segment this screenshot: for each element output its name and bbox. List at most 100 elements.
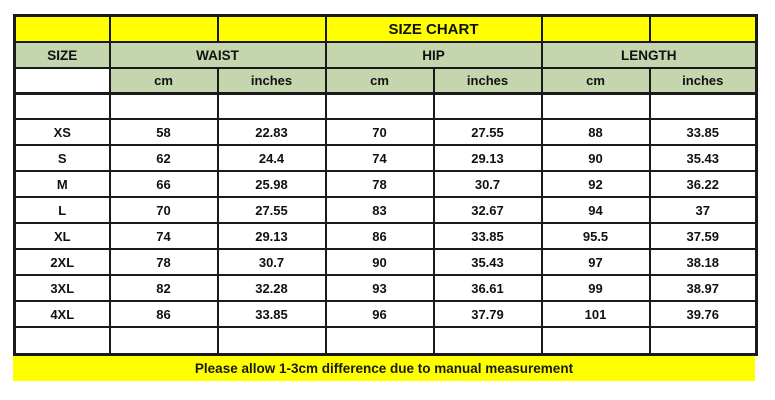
page-title: SIZE CHART [324, 14, 543, 43]
hip-inches-cell: 29.13 [432, 144, 543, 172]
length-inches-cell: 38.97 [648, 274, 758, 302]
waist-inches-cell: 29.13 [216, 222, 327, 250]
title-spacer-cell [648, 14, 758, 43]
column-group-header-row: SIZE WAIST HIP LENGTH [13, 41, 758, 69]
hip-cm-cell: 96 [324, 300, 435, 328]
waist-inches-cell: 32.28 [216, 274, 327, 302]
empty-cell [13, 326, 111, 356]
length-inches-cell: 36.22 [648, 170, 758, 198]
length-inches-cell: 38.18 [648, 248, 758, 276]
empty-row [13, 326, 758, 356]
length-cm-cell: 97 [540, 248, 651, 276]
hip-inches-cell: 35.43 [432, 248, 543, 276]
title-spacer-cell [540, 14, 651, 43]
length-cm-cell: 88 [540, 118, 651, 146]
hip-cm-cell: 86 [324, 222, 435, 250]
waist-inches-cell: 24.4 [216, 144, 327, 172]
table-row-2xl: 2XL 78 30.7 90 35.43 97 38.18 [13, 248, 758, 276]
size-label-cell: S [13, 144, 111, 172]
unit-header-row: cm inches cm inches cm inches [13, 67, 758, 95]
hip-cm-cell: 74 [324, 144, 435, 172]
table-row-l: L 70 27.55 83 32.67 94 37 [13, 196, 758, 224]
waist-cm-cell: 62 [108, 144, 219, 172]
size-label-cell: 4XL [13, 300, 111, 328]
title-spacer-cell [13, 14, 111, 43]
length-inches-cell: 37.59 [648, 222, 758, 250]
table-row-4xl: 4XL 86 33.85 96 37.79 101 39.76 [13, 300, 758, 328]
hip-inches-cell: 30.7 [432, 170, 543, 198]
title-row: SIZE CHART [13, 14, 758, 43]
empty-cell [324, 92, 435, 120]
unit-spacer-cell [13, 67, 111, 95]
waist-cm-cell: 74 [108, 222, 219, 250]
hip-inches-cell: 36.61 [432, 274, 543, 302]
hip-inches-cell: 27.55 [432, 118, 543, 146]
title-spacer-cell [216, 14, 327, 43]
size-label-cell: XS [13, 118, 111, 146]
empty-cell [648, 92, 758, 120]
table-row-xl: XL 74 29.13 86 33.85 95.5 37.59 [13, 222, 758, 250]
empty-cell [324, 326, 435, 356]
waist-cm-cell: 78 [108, 248, 219, 276]
hip-cm-header: cm [324, 67, 435, 95]
waist-cm-cell: 58 [108, 118, 219, 146]
waist-inches-cell: 25.98 [216, 170, 327, 198]
hip-cm-cell: 93 [324, 274, 435, 302]
length-inches-cell: 37 [648, 196, 758, 224]
hip-inches-cell: 33.85 [432, 222, 543, 250]
waist-inches-cell: 33.85 [216, 300, 327, 328]
length-cm-cell: 90 [540, 144, 651, 172]
length-inches-header: inches [648, 67, 758, 95]
hip-inches-header: inches [432, 67, 543, 95]
table-row-s: S 62 24.4 74 29.13 90 35.43 [13, 144, 758, 172]
waist-cm-cell: 82 [108, 274, 219, 302]
length-inches-cell: 35.43 [648, 144, 758, 172]
empty-row [13, 92, 758, 120]
size-label-cell: 3XL [13, 274, 111, 302]
table-row-m: M 66 25.98 78 30.7 92 36.22 [13, 170, 758, 198]
length-cm-cell: 95.5 [540, 222, 651, 250]
size-label-cell: M [13, 170, 111, 198]
hip-cm-cell: 90 [324, 248, 435, 276]
hip-cm-cell: 78 [324, 170, 435, 198]
length-cm-cell: 92 [540, 170, 651, 198]
empty-cell [432, 326, 543, 356]
empty-cell [432, 92, 543, 120]
empty-cell [108, 326, 219, 356]
empty-cell [216, 326, 327, 356]
table-row-3xl: 3XL 82 32.28 93 36.61 99 38.97 [13, 274, 758, 302]
hip-cm-cell: 70 [324, 118, 435, 146]
length-cm-header: cm [540, 67, 651, 95]
size-column-header: SIZE [13, 41, 111, 69]
waist-inches-cell: 27.55 [216, 196, 327, 224]
length-cm-cell: 101 [540, 300, 651, 328]
hip-group-header: HIP [324, 41, 543, 69]
title-spacer-cell [108, 14, 219, 43]
hip-inches-cell: 32.67 [432, 196, 543, 224]
length-inches-cell: 39.76 [648, 300, 758, 328]
waist-cm-cell: 66 [108, 170, 219, 198]
measurement-note: Please allow 1-3cm difference due to man… [13, 356, 755, 381]
empty-cell [108, 92, 219, 120]
length-cm-cell: 99 [540, 274, 651, 302]
size-table: SIZE CHART SIZE WAIST HIP LENGTH cm inch… [13, 14, 758, 356]
waist-cm-header: cm [108, 67, 219, 95]
waist-cm-cell: 86 [108, 300, 219, 328]
length-group-header: LENGTH [540, 41, 758, 69]
hip-inches-cell: 37.79 [432, 300, 543, 328]
empty-cell [216, 92, 327, 120]
size-label-cell: 2XL [13, 248, 111, 276]
size-label-cell: L [13, 196, 111, 224]
hip-cm-cell: 83 [324, 196, 435, 224]
empty-cell [13, 92, 111, 120]
empty-cell [540, 92, 651, 120]
waist-group-header: WAIST [108, 41, 327, 69]
waist-inches-cell: 22.83 [216, 118, 327, 146]
waist-inches-cell: 30.7 [216, 248, 327, 276]
table-row-xs: XS 58 22.83 70 27.55 88 33.85 [13, 118, 758, 146]
length-cm-cell: 94 [540, 196, 651, 224]
waist-inches-header: inches [216, 67, 327, 95]
empty-cell [540, 326, 651, 356]
size-label-cell: XL [13, 222, 111, 250]
